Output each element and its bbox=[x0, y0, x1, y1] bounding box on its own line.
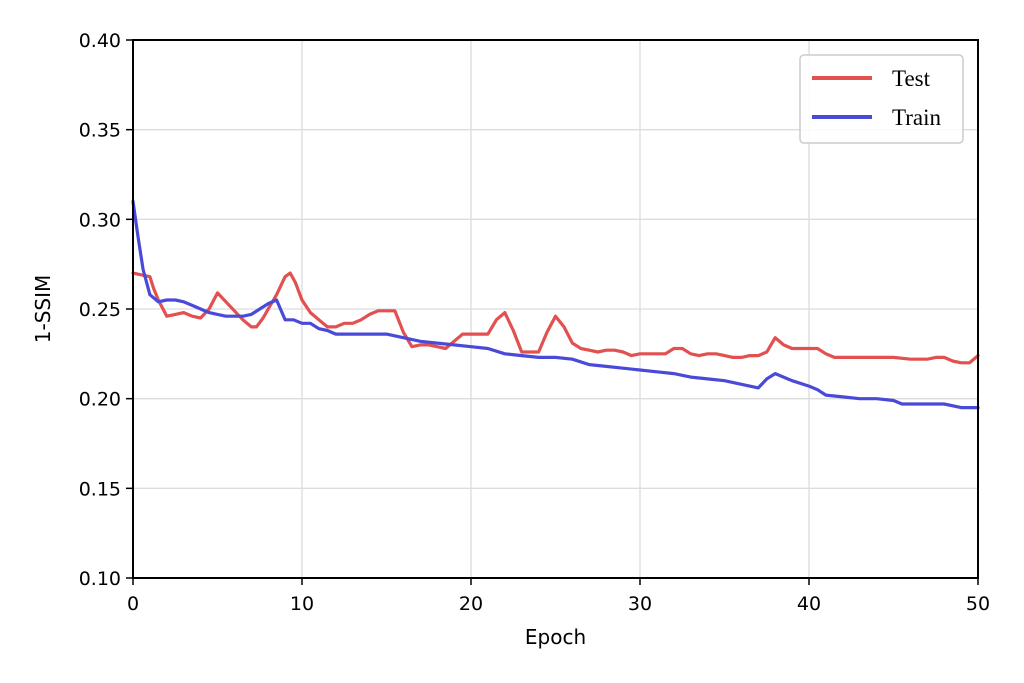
y-tick-label: 0.35 bbox=[79, 120, 121, 142]
series-lines bbox=[131, 199, 980, 410]
x-tick-label: 40 bbox=[797, 593, 821, 615]
x-axis-label: Epoch bbox=[525, 625, 586, 649]
legend-label-train: Train bbox=[892, 105, 941, 130]
x-tick-label: 30 bbox=[628, 593, 652, 615]
legend: Test Train bbox=[799, 54, 964, 144]
x-tick-label: 10 bbox=[290, 593, 314, 615]
y-tick-label: 0.20 bbox=[79, 389, 121, 411]
y-tick-label: 0.25 bbox=[79, 299, 121, 321]
y-tick-label: 0.10 bbox=[79, 568, 121, 590]
series-line-test bbox=[131, 271, 980, 365]
legend-label-test: Test bbox=[892, 66, 931, 91]
y-tick-label: 0.40 bbox=[79, 30, 121, 52]
x-tick-label: 20 bbox=[459, 593, 483, 615]
series-line-train bbox=[131, 199, 980, 410]
axis-ticks: 0 10 20 30 40 50 0.10 0.15 0.20 0.25 0.30 0.35 0.40 bbox=[79, 30, 990, 615]
x-tick-label: 50 bbox=[966, 593, 990, 615]
y-axis-label: 1-SSIM bbox=[31, 275, 55, 344]
y-tick-label: 0.30 bbox=[79, 209, 121, 231]
y-tick-label: 0.15 bbox=[79, 478, 121, 500]
x-tick-label: 0 bbox=[127, 593, 139, 615]
